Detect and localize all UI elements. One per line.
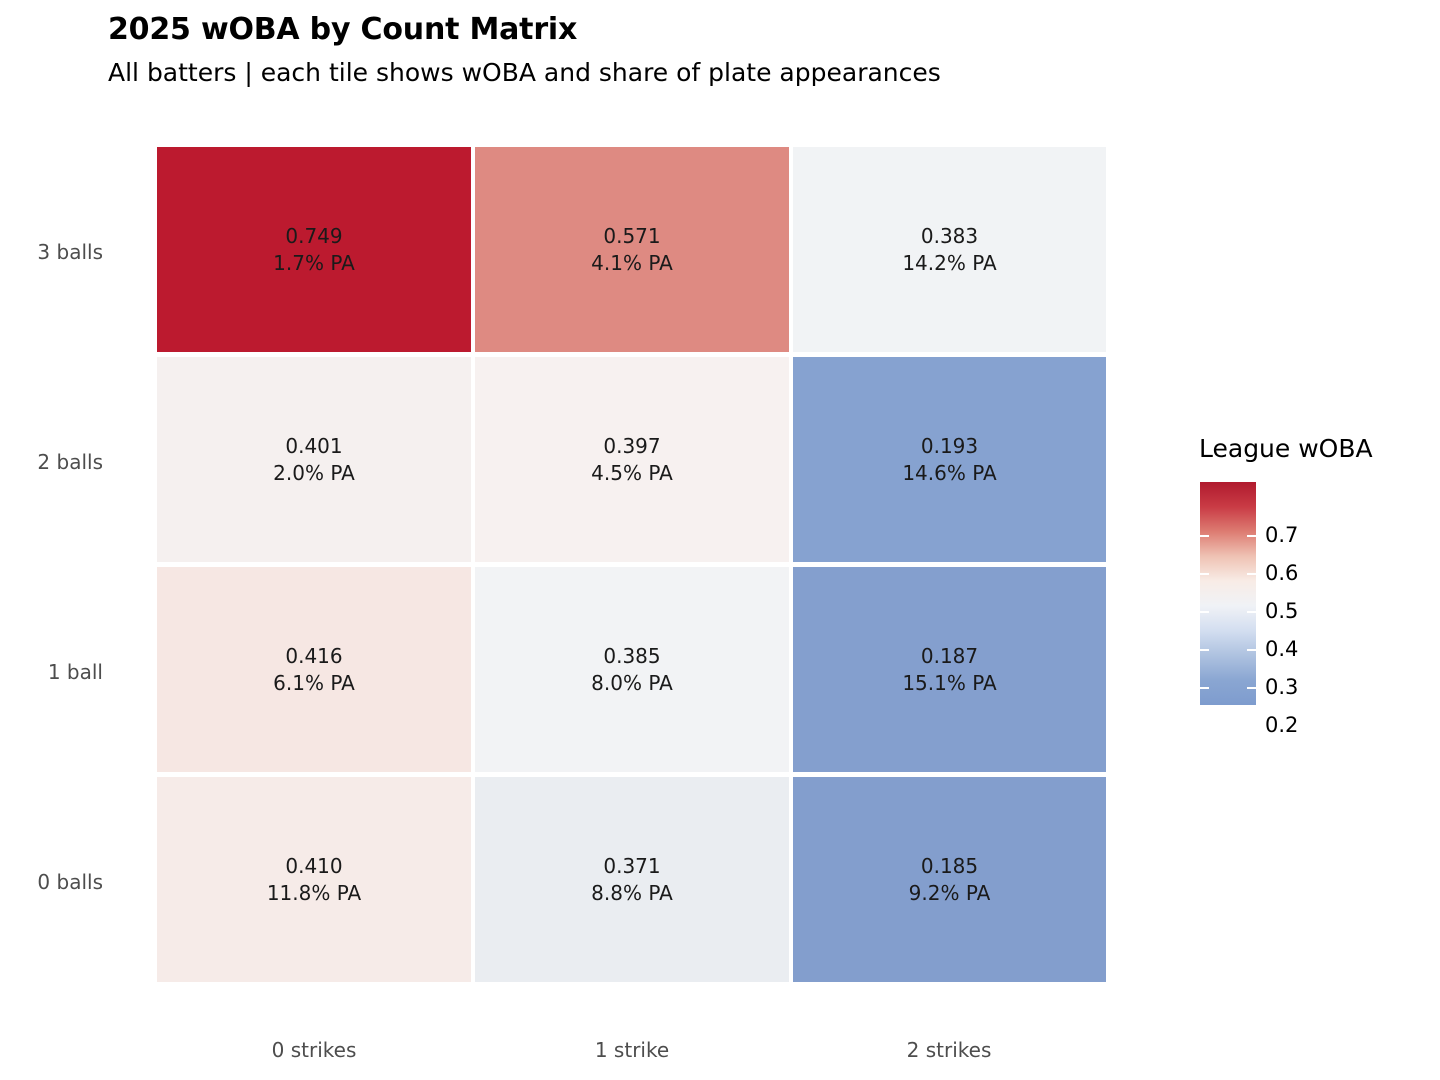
cell-woba-value: 0.416: [285, 643, 343, 668]
heatmap-row-3-balls: 0.749 1.7% PA 0.571 4.1% PA 0.383 14.2% …: [157, 147, 1106, 357]
cell-woba-value: 0.385: [603, 643, 661, 668]
y-axis-label-1-ball: 1 ball: [47, 660, 103, 684]
colorbar-tick-0-7-right: [1247, 535, 1256, 537]
heatmap-cell-2balls-2strikes[interactable]: 0.193 14.6% PA: [793, 357, 1106, 562]
cell-woba-value: 0.383: [920, 223, 979, 248]
heatmap-cell-0balls-0strikes[interactable]: 0.410 11.8% PA: [157, 777, 471, 982]
heatmap-row-1-ball: 0.416 6.1% PA 0.385 8.0% PA 0.187 15.1% …: [157, 567, 1106, 777]
cell-pa-share: 1.7% PA: [273, 250, 355, 275]
colorbar-label-0-4: 0.4: [1265, 637, 1299, 661]
heatmap-row-2-balls: 0.401 2.0% PA 0.397 4.5% PA 0.193 14.6% …: [157, 357, 1106, 567]
cell-pa-share: 8.8% PA: [591, 880, 673, 905]
cell-woba-value: 0.401: [285, 433, 343, 458]
colorbar-tick-0-7-left: [1200, 535, 1209, 537]
colorbar-wrap: [1200, 482, 1256, 705]
colorbar-tick-0-3-left: [1200, 687, 1209, 689]
legend: League wOBA 0.7 0.6 0.5 0.4 0.3 0.2: [1199, 434, 1429, 737]
colorbar-tick-0-5-left: [1200, 611, 1209, 613]
x-axis-label-0-strikes: 0 strikes: [271, 1038, 357, 1062]
page-title: 2025 wOBA by Count Matrix: [108, 12, 578, 47]
cell-woba-value: 0.397: [603, 433, 661, 458]
cell-woba-value: 0.371: [603, 853, 661, 878]
cell-pa-share: 15.1% PA: [902, 670, 997, 695]
cell-pa-share: 8.0% PA: [591, 670, 673, 695]
cell-pa-share: 4.1% PA: [591, 250, 673, 275]
cell-woba-value: 0.571: [603, 223, 661, 248]
colorbar-label-0-5: 0.5: [1265, 599, 1299, 623]
heatmap-cell-3balls-0strikes[interactable]: 0.749 1.7% PA: [157, 147, 471, 352]
cell-woba-value: 0.187: [920, 643, 979, 668]
cell-pa-share: 6.1% PA: [273, 670, 355, 695]
colorbar-tick-0-6-right: [1247, 573, 1256, 575]
cell-pa-share: 9.2% PA: [908, 880, 991, 905]
heatmap-cell-1ball-1strike[interactable]: 0.385 8.0% PA: [475, 567, 789, 772]
colorbar-label-0-6: 0.6: [1265, 561, 1299, 585]
heatmap-cell-0balls-1strike[interactable]: 0.371 8.8% PA: [475, 777, 789, 982]
legend-title: League wOBA: [1199, 434, 1373, 463]
colorbar-label-0-3: 0.3: [1265, 675, 1299, 699]
heatmap-cell-1ball-0strikes[interactable]: 0.416 6.1% PA: [157, 567, 471, 772]
colorbar-tick-0-5-right: [1247, 611, 1256, 613]
cell-pa-share: 2.0% PA: [273, 460, 355, 485]
heatmap-cell-0balls-2strikes[interactable]: 0.185 9.2% PA: [793, 777, 1106, 982]
cell-woba-value: 0.749: [285, 223, 343, 248]
heatmap-cell-3balls-2strikes[interactable]: 0.383 14.2% PA: [793, 147, 1106, 352]
cell-pa-share: 11.8% PA: [266, 880, 362, 905]
cell-pa-share: 14.2% PA: [902, 250, 997, 275]
colorbar-label-0-7: 0.7: [1265, 523, 1299, 547]
y-axis-label-2-balls: 2 balls: [37, 450, 103, 474]
cell-woba-value: 0.185: [920, 853, 979, 878]
cell-pa-share: 4.5% PA: [591, 460, 673, 485]
cell-woba-value: 0.410: [285, 853, 343, 878]
heatmap-cell-3balls-1strike[interactable]: 0.571 4.1% PA: [475, 147, 789, 352]
heatmap-row-0-balls: 0.410 11.8% PA 0.371 8.8% PA 0.185 9.2% …: [157, 777, 1106, 987]
colorbar-tick-0-4-left: [1200, 649, 1209, 651]
y-axis-label-3-balls: 3 balls: [37, 240, 103, 264]
heatmap-plot-area: 0.749 1.7% PA 0.571 4.1% PA 0.383 14.2% …: [157, 147, 1106, 986]
heatmap-cell-2balls-1strike[interactable]: 0.397 4.5% PA: [475, 357, 789, 562]
x-axis-label-1-strike: 1 strike: [594, 1038, 670, 1062]
heatmap-cell-2balls-0strikes[interactable]: 0.401 2.0% PA: [157, 357, 471, 562]
colorbar-label-0-2: 0.2: [1265, 713, 1299, 737]
colorbar-tick-0-6-left: [1200, 573, 1209, 575]
heatmap-cell-1ball-2strikes[interactable]: 0.187 15.1% PA: [793, 567, 1106, 772]
chart-subtitle: All batters | each tile shows wOBA and s…: [108, 58, 941, 87]
colorbar-gradient: [1200, 482, 1256, 705]
cell-woba-value: 0.193: [920, 433, 979, 458]
cell-pa-share: 14.6% PA: [902, 460, 997, 485]
y-axis-label-0-balls: 0 balls: [37, 870, 103, 894]
colorbar-tick-0-4-right: [1247, 649, 1256, 651]
x-axis-label-2-strikes: 2 strikes: [906, 1038, 992, 1062]
colorbar-tick-0-3-right: [1247, 687, 1256, 689]
